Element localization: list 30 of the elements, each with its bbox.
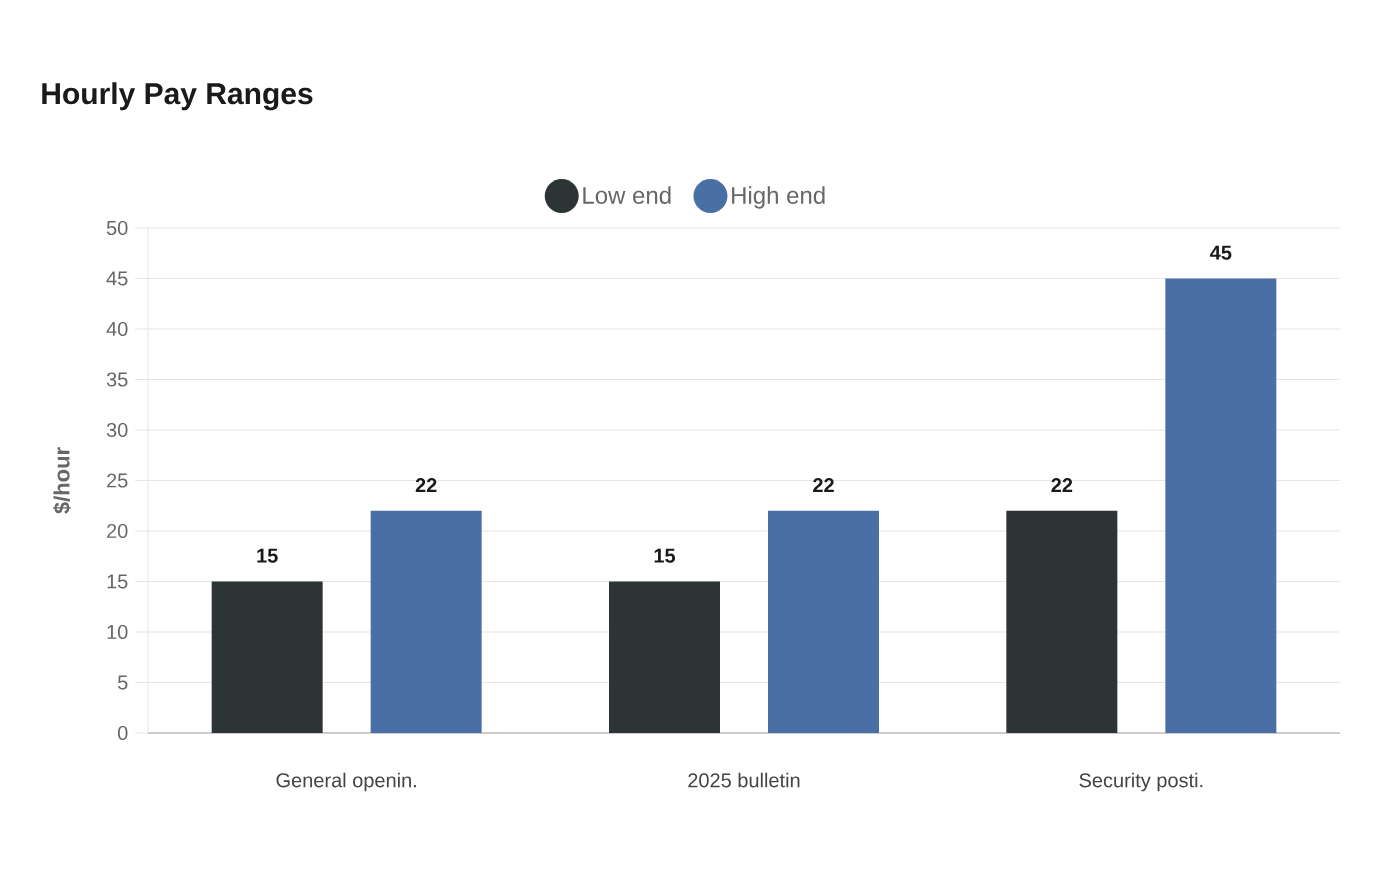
y-tick-label: 5 <box>117 675 128 690</box>
y-tick-label: 25 <box>107 473 128 488</box>
x-tick-label: 2025 bulletin <box>688 772 800 788</box>
y-axis-title: $/hour <box>53 447 72 514</box>
y-tick-label: 50 <box>106 220 128 236</box>
x-tick-label: General openin. <box>276 772 416 792</box>
y-tick-label: 10 <box>107 624 128 640</box>
bar <box>768 510 879 733</box>
chart-title: Hourly Pay Ranges <box>42 82 313 111</box>
y-tick-label: 20 <box>107 523 128 539</box>
y-tick-label: 40 <box>106 321 128 337</box>
legend-label: High end <box>732 186 825 209</box>
bar <box>211 581 323 733</box>
y-tick-label: 45 <box>106 271 128 286</box>
data-label: 45 <box>1210 245 1232 260</box>
y-tick-label: 15 <box>107 574 128 589</box>
data-label: 15 <box>257 548 278 563</box>
bar <box>609 581 721 733</box>
x-tick-label: Security posti. <box>1079 772 1203 792</box>
data-label: 15 <box>654 548 676 563</box>
bar <box>1165 278 1277 733</box>
bar <box>1006 510 1118 733</box>
data-label: 22 <box>1051 478 1073 493</box>
legend-label: Low end <box>583 186 671 204</box>
y-tick-label: 35 <box>106 372 128 387</box>
data-label: 22 <box>813 478 834 493</box>
data-label: 22 <box>415 478 437 493</box>
y-tick-label: 30 <box>106 422 128 438</box>
bar <box>370 510 482 733</box>
y-tick-label: 0 <box>117 725 128 741</box>
